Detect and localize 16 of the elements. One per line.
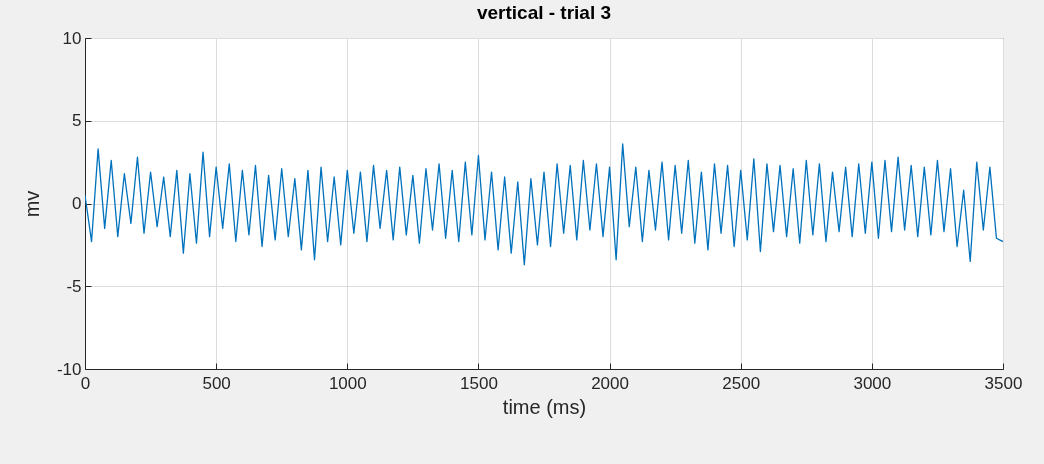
y-tick-label: 10: [62, 28, 82, 48]
x-axis-title: time (ms): [502, 395, 587, 418]
y-tick-label: 0: [72, 194, 82, 213]
chart-title: vertical - trial 3: [476, 2, 612, 23]
y-tick-label: -10: [56, 359, 82, 379]
x-tick-label: 3000: [853, 373, 892, 393]
x-tick-label: 2500: [722, 373, 761, 393]
x-tick-label: 500: [202, 373, 231, 393]
x-tick-label: 3500: [984, 373, 1023, 393]
x-tick-label: 1000: [328, 373, 367, 393]
y-tick-label: -5: [66, 276, 82, 296]
y-tick-label: 5: [72, 111, 82, 131]
x-tick-label: 1500: [460, 373, 498, 393]
y-axis-title: mv: [20, 190, 43, 218]
x-tick-label: 2000: [591, 373, 629, 393]
line-series: [85, 143, 1003, 266]
